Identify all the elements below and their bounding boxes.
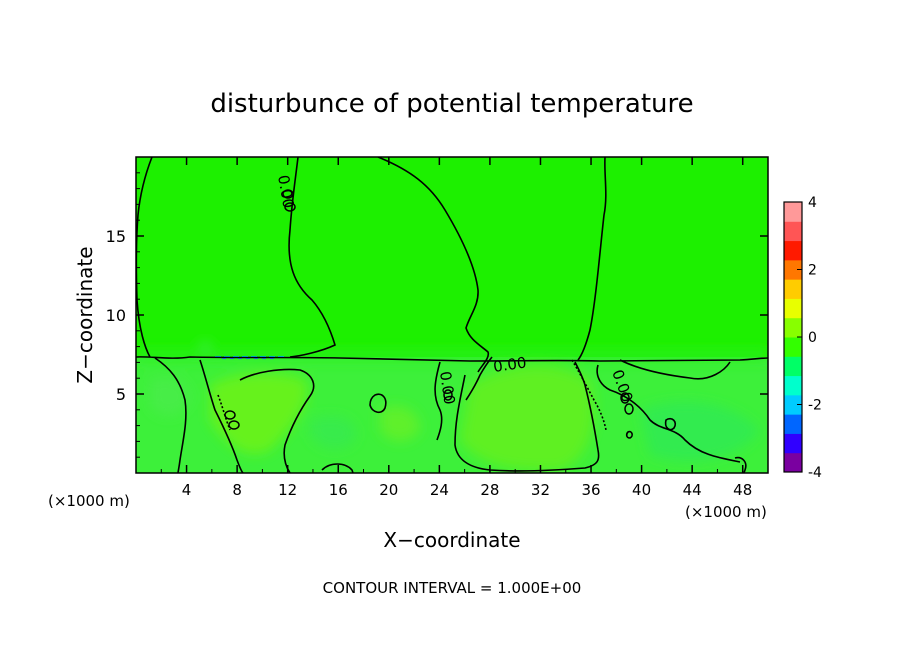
colorbar-segment	[784, 317, 802, 338]
colorbar-tick-label: 0	[808, 330, 817, 346]
y-tick-label: 10	[106, 306, 126, 325]
field-upper	[136, 157, 768, 357]
contour-line-11	[619, 359, 731, 380]
contour-line-5	[136, 356, 768, 362]
contour-line-19	[571, 359, 607, 431]
contour-line-6	[199, 359, 244, 473]
colorbar-tick-label: -2	[808, 398, 822, 414]
field-texture	[136, 340, 768, 471]
y-axis-label: Z−coordinate	[73, 246, 97, 383]
contour-interval-note: CONTOUR INTERVAL = 1.000E+00	[323, 579, 582, 597]
contour-line-13	[369, 393, 387, 414]
contour-loops	[224, 189, 634, 430]
colorbar-segment	[784, 298, 802, 319]
colorbar-tick-label: -4	[808, 465, 822, 481]
contour-line-8	[454, 361, 600, 472]
colorbar-segment	[784, 240, 802, 261]
colorbar-segment	[784, 356, 802, 377]
contour-line-12	[154, 357, 187, 473]
contour-line-3	[377, 157, 490, 373]
colorbar-segment	[784, 279, 802, 299]
x-tick-label: 40	[632, 481, 651, 499]
colorbar-segment	[784, 202, 802, 222]
x-tick-label: 4	[182, 481, 192, 499]
contour-line-7	[239, 368, 315, 473]
colorbar-segment	[784, 394, 802, 415]
x-tick-label: 28	[480, 481, 499, 499]
x-unit-left: (×1000 m)	[48, 492, 130, 510]
x-tick-label: 20	[379, 481, 398, 499]
contour-line-16	[664, 417, 677, 431]
contour-line-9	[434, 361, 443, 441]
contour-line-15	[734, 456, 747, 473]
x-axis: 4 8 12 16 20 24 28 32 36 40 44 48	[160, 157, 752, 499]
contour-labels: 0.00 0.00 0.00 0.00	[274, 174, 637, 406]
colorbar-segment	[784, 221, 802, 242]
chart-title: disturbunce of potential temperature	[210, 89, 693, 119]
colorbar-segment	[784, 452, 802, 473]
y-tick-label: 15	[106, 227, 126, 246]
colorbar-segment	[784, 375, 802, 396]
contour-line-14	[321, 463, 354, 473]
x-tick-label: 8	[232, 481, 242, 499]
colorbar-tick-label: 2	[808, 263, 817, 279]
colorbar: 4 2 0 -2 -4	[783, 195, 822, 481]
x-tick-label: 32	[531, 481, 550, 499]
x-tick-label: 24	[430, 481, 449, 499]
x-tick-label: 16	[329, 481, 348, 499]
colorbar-segment	[784, 337, 802, 357]
contour-line-17	[625, 430, 633, 439]
colorbar-segment	[784, 259, 802, 280]
contour-line-18	[465, 356, 493, 401]
contour-label-2: 0.00	[436, 370, 458, 406]
plot-area: 0.00 0.00 0.00 0.00	[136, 157, 768, 473]
contour-label-3: 0.00	[492, 353, 528, 375]
contour-line-10	[596, 364, 741, 463]
y-tick-label: 5	[116, 385, 126, 404]
x-axis-label: X−coordinate	[383, 528, 520, 552]
colorbar-tick-label: 4	[808, 195, 817, 211]
x-tick-label: 48	[733, 481, 752, 499]
contour-line-2	[288, 157, 336, 358]
contour-label-1: 0.00	[274, 174, 298, 210]
x-tick-label: 44	[683, 481, 702, 499]
x-unit-right: (×1000 m)	[685, 503, 767, 521]
colorbar-segment	[784, 433, 802, 454]
x-tick-label: 36	[581, 481, 600, 499]
y-axis: 5 10 15	[106, 172, 768, 458]
contour-line-4	[577, 157, 607, 361]
colorbar-segment	[784, 414, 802, 434]
x-tick-label: 12	[278, 481, 297, 499]
contour-lines	[136, 157, 768, 473]
